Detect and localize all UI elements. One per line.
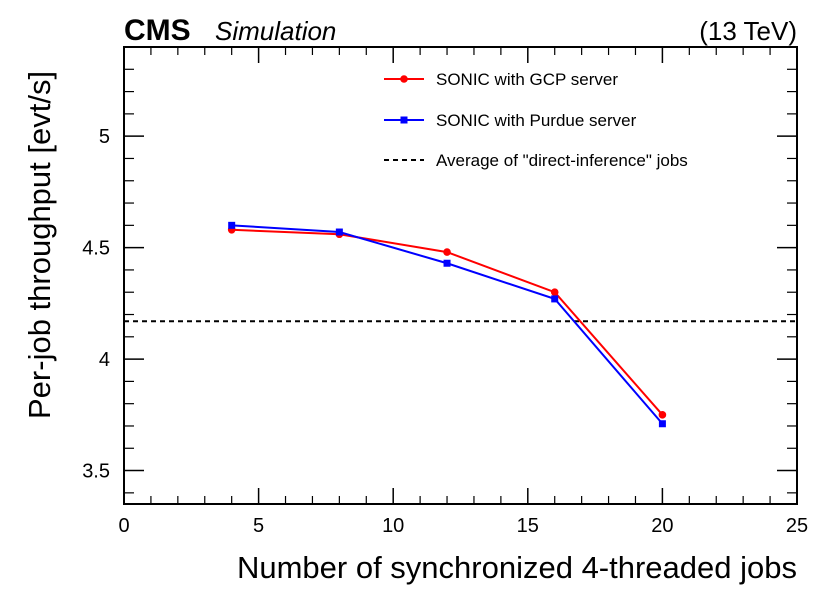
simulation-label: Simulation [215, 16, 336, 46]
y-tick-label: 5 [99, 126, 110, 148]
data-point-series-1 [443, 248, 451, 256]
y-axis-title: Per-job throughput [evt/s] [22, 71, 57, 419]
data-point-series-2 [228, 221, 236, 229]
x-tick-label: 5 [253, 515, 264, 537]
legend-marker-1 [400, 75, 408, 83]
series-group [227, 221, 667, 428]
x-tick-label: 25 [786, 515, 808, 537]
data-point-series-2 [335, 228, 343, 236]
x-tick-label: 10 [382, 515, 404, 537]
y-tick-label: 4 [99, 349, 110, 371]
y-tick-label: 3.5 [82, 461, 110, 483]
data-point-series-2 [443, 259, 451, 267]
experiment-label: CMS [124, 14, 191, 47]
data-point-series-1 [658, 411, 667, 419]
legend-label-2: SONIC with Purdue server [436, 111, 637, 130]
y-tick-label: 4.5 [82, 238, 110, 260]
legend-marker-2 [400, 116, 408, 124]
series-line-1 [231, 228, 664, 416]
legend-label-reference: Average of "direct-inference" jobs [436, 151, 688, 170]
data-point-series-1 [550, 288, 559, 297]
data-point-series-2 [551, 295, 559, 303]
data-point-series-2 [658, 420, 666, 428]
x-tick-label: 0 [118, 515, 129, 537]
x-tick-label: 15 [517, 515, 539, 537]
axis-ticks: 0 5 10 15 20 25 3.5 4 4.5 5 [82, 46, 808, 537]
energy-label: (13 TeV) [699, 16, 797, 46]
x-axis-title: Number of synchronized 4-threaded jobs [237, 550, 797, 585]
x-tick-label: 20 [651, 515, 673, 537]
legend: SONIC with GCP server SONIC with Purdue s… [384, 70, 688, 170]
legend-label-1: SONIC with GCP server [436, 70, 618, 89]
plot-frame [123, 46, 798, 505]
